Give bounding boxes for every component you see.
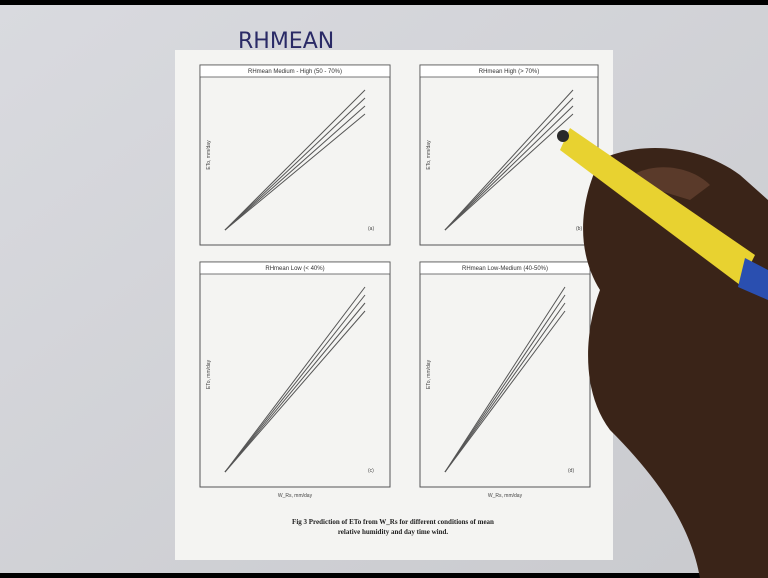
panel-title: RHmean Low-Medium (40-50%) bbox=[462, 266, 548, 272]
y-axis-label: ETo, mm/day bbox=[206, 359, 212, 389]
y-axis-label: ETo, mm/day bbox=[206, 140, 212, 170]
panel-title: RHmean High (> 70%) bbox=[479, 69, 540, 75]
panel-tag: (c) bbox=[368, 468, 374, 474]
panel-title: RHmean Medium - High (50 - 70%) bbox=[248, 69, 342, 75]
panel-tag: (a) bbox=[368, 226, 374, 232]
caption: Fig 3 Prediction of ETo from W_Rs for di… bbox=[292, 518, 494, 526]
scene: RHMEAN RHmean Medium - High (50 - 70%) ET… bbox=[0, 0, 768, 578]
paper bbox=[175, 50, 613, 560]
caption: relative humidity and day time wind. bbox=[338, 528, 449, 536]
panel-title: RHmean Low (< 40%) bbox=[265, 266, 324, 272]
y-axis-label: ETo, mm/day bbox=[426, 359, 432, 389]
page: {"handwriting": "RHMEAN", "panels": [ {"… bbox=[0, 0, 768, 578]
x-axis-label: W_Rs, mm/day bbox=[488, 493, 523, 499]
panel-tag: (b) bbox=[576, 226, 582, 232]
y-axis-label: ETo, mm/day bbox=[426, 140, 432, 170]
handwriting: RHMEAN bbox=[238, 29, 334, 54]
panel-tag: (d) bbox=[568, 468, 574, 474]
x-axis-label: W_Rs, mm/day bbox=[278, 493, 313, 499]
